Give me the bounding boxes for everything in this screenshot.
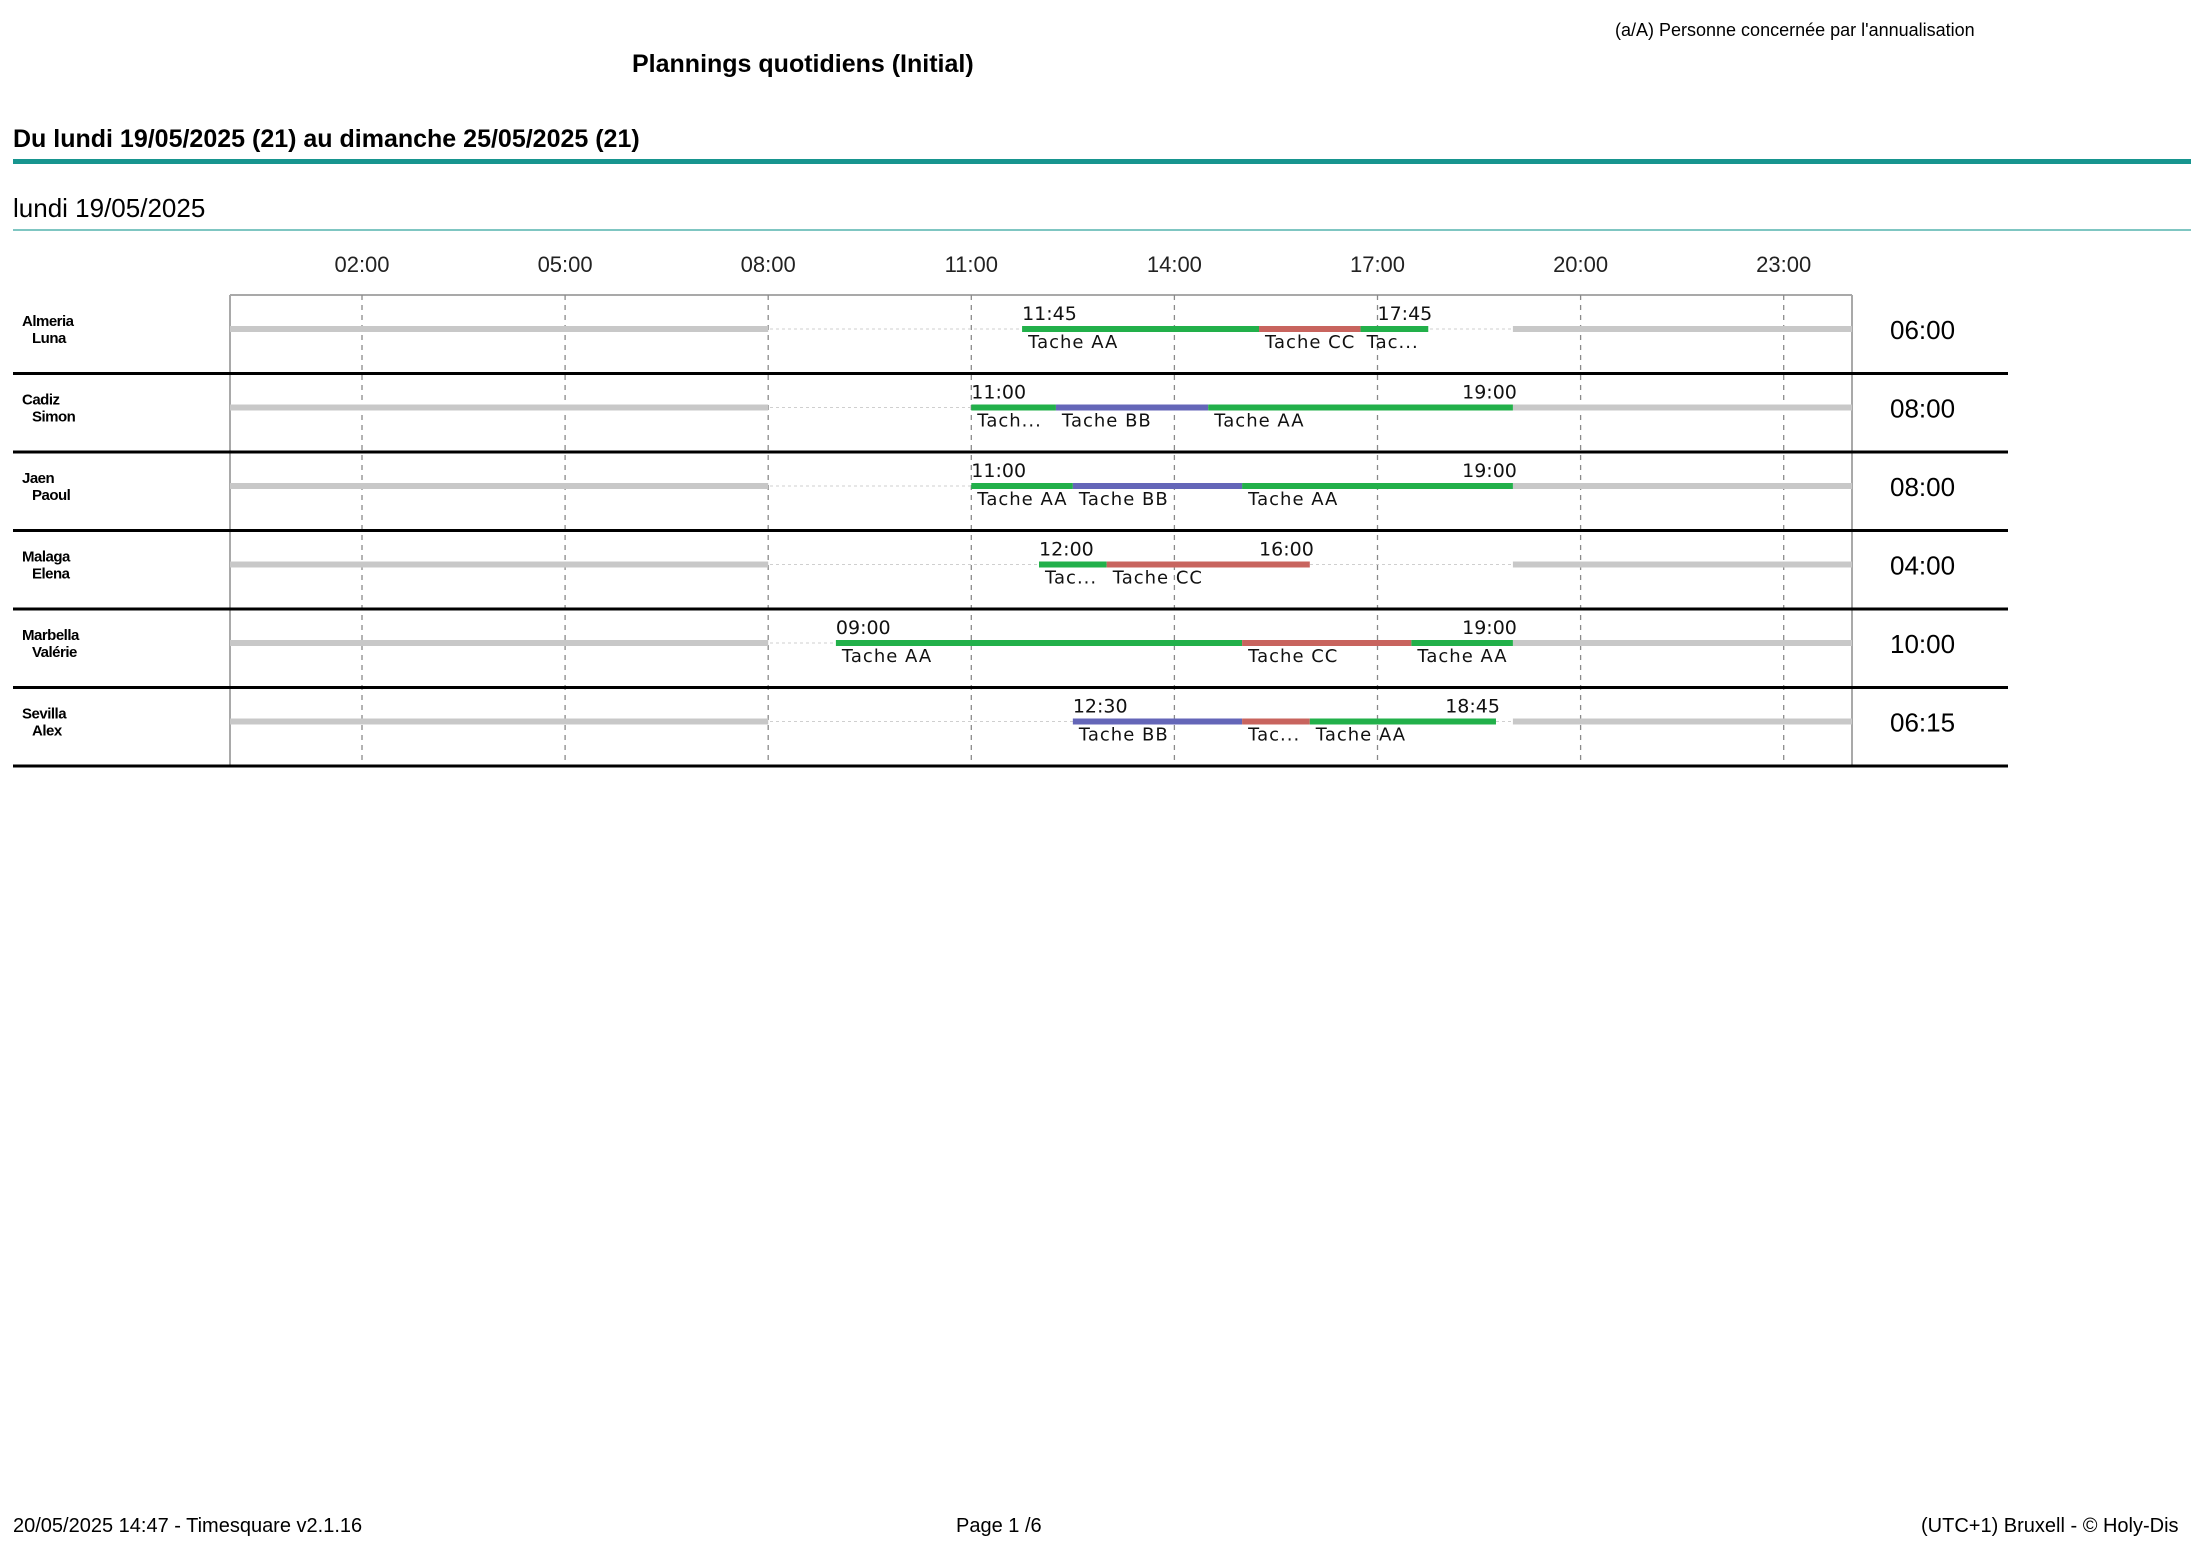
task-segment-label: Tac...	[1366, 332, 1419, 353]
shift-end-time: 17:45	[1378, 303, 1433, 325]
time-tick-label: 02:00	[334, 252, 389, 277]
day-heading: lundi 19/05/2025	[13, 193, 206, 223]
task-segment-label: Tache AA	[1027, 332, 1118, 353]
task-segment-label: Tache CC	[1247, 646, 1338, 667]
time-tick-label: 20:00	[1553, 252, 1608, 277]
shift-end-time: 19:00	[1462, 382, 1517, 404]
time-tick-label: 11:00	[945, 252, 998, 277]
day-heading-rule	[13, 229, 2191, 231]
task-segment-label: Tache CC	[1264, 332, 1355, 353]
task-segment-label: Tache AA	[976, 489, 1067, 510]
task-segment-label: Tache AA	[1247, 489, 1338, 510]
shift-end-time: 19:00	[1462, 617, 1517, 639]
task-segment-label: Tache AA	[1416, 646, 1507, 667]
shift-end-time: 16:00	[1259, 539, 1314, 561]
task-segment-label: Tache AA	[841, 646, 932, 667]
report-title: Plannings quotidiens (Initial)	[632, 50, 974, 78]
shift-start-time: 11:45	[1022, 303, 1077, 325]
employee-name-line1: Jaen	[22, 470, 55, 487]
footer-print-info: 20/05/2025 14:47 - Timesquare v2.1.16	[13, 1515, 363, 1537]
shift-end-time: 19:00	[1462, 460, 1517, 482]
shift-start-time: 11:00	[971, 460, 1026, 482]
daily-schedule-gantt: 02:00 05:00 08:00 11:00 14:00 17:00 20:00 23:00…	[13, 252, 2008, 768]
week-range-heading: Du lundi 19/05/2025 (21) au dimanche 25/…	[13, 125, 640, 153]
employee-name-line1: Marbella	[22, 627, 80, 644]
footer-timezone-copyright: (UTC+1) Bruxell - © Holy-Dis	[1921, 1515, 2179, 1537]
time-tick-label: 08:00	[741, 252, 796, 277]
employee-name-line2: Luna	[32, 330, 67, 347]
employee-name-line2: Elena	[32, 566, 71, 583]
row-total-hours: 06:00	[1890, 315, 1955, 345]
task-segment-label: Tach...	[976, 411, 1042, 432]
row-total-hours: 10:00	[1890, 629, 1955, 659]
shift-start-time: 11:00	[971, 382, 1026, 404]
employee-name-line1: Sevilla	[22, 706, 67, 723]
row-total-hours: 08:00	[1890, 394, 1955, 424]
employee-name-line2: Valérie	[32, 644, 77, 661]
annualisation-note: (a/A) Personne concernée par l'annualisa…	[1615, 20, 1975, 40]
employee-name-line1: Almeria	[22, 313, 75, 330]
task-segment-label: Tache CC	[1112, 568, 1203, 589]
footer-page-number: Page 1 /6	[956, 1515, 1042, 1537]
employee-name-line1: Cadiz	[22, 392, 60, 409]
task-segment-label: Tac...	[1044, 568, 1097, 589]
row-total-hours: 08:00	[1890, 472, 1955, 502]
employee-name-line2: Alex	[32, 723, 63, 740]
row-total-hours: 06:15	[1890, 708, 1955, 738]
shift-end-time: 18:45	[1445, 696, 1500, 718]
task-segment-label: Tache AA	[1315, 725, 1406, 746]
time-tick-label: 05:00	[538, 252, 593, 277]
time-tick-label: 17:00	[1350, 252, 1405, 277]
shift-start-time: 12:30	[1073, 696, 1128, 718]
task-segment-label: Tache AA	[1213, 411, 1304, 432]
shift-start-time: 12:00	[1039, 539, 1094, 561]
time-tick-label: 23:00	[1756, 252, 1811, 277]
shift-start-time: 09:00	[836, 617, 891, 639]
employee-name-line2: Paoul	[32, 487, 71, 504]
task-segment-label: Tache BB	[1078, 489, 1169, 510]
employee-name-line2: Simon	[32, 409, 76, 426]
row-total-hours: 04:00	[1890, 551, 1955, 581]
task-segment-label: Tache BB	[1078, 725, 1169, 746]
task-segment-label: Tache BB	[1061, 411, 1152, 432]
employee-name-line1: Malaga	[22, 549, 71, 566]
time-tick-label: 14:00	[1147, 252, 1202, 277]
task-segment-label: Tac...	[1247, 725, 1300, 746]
week-heading-rule	[13, 159, 2191, 164]
